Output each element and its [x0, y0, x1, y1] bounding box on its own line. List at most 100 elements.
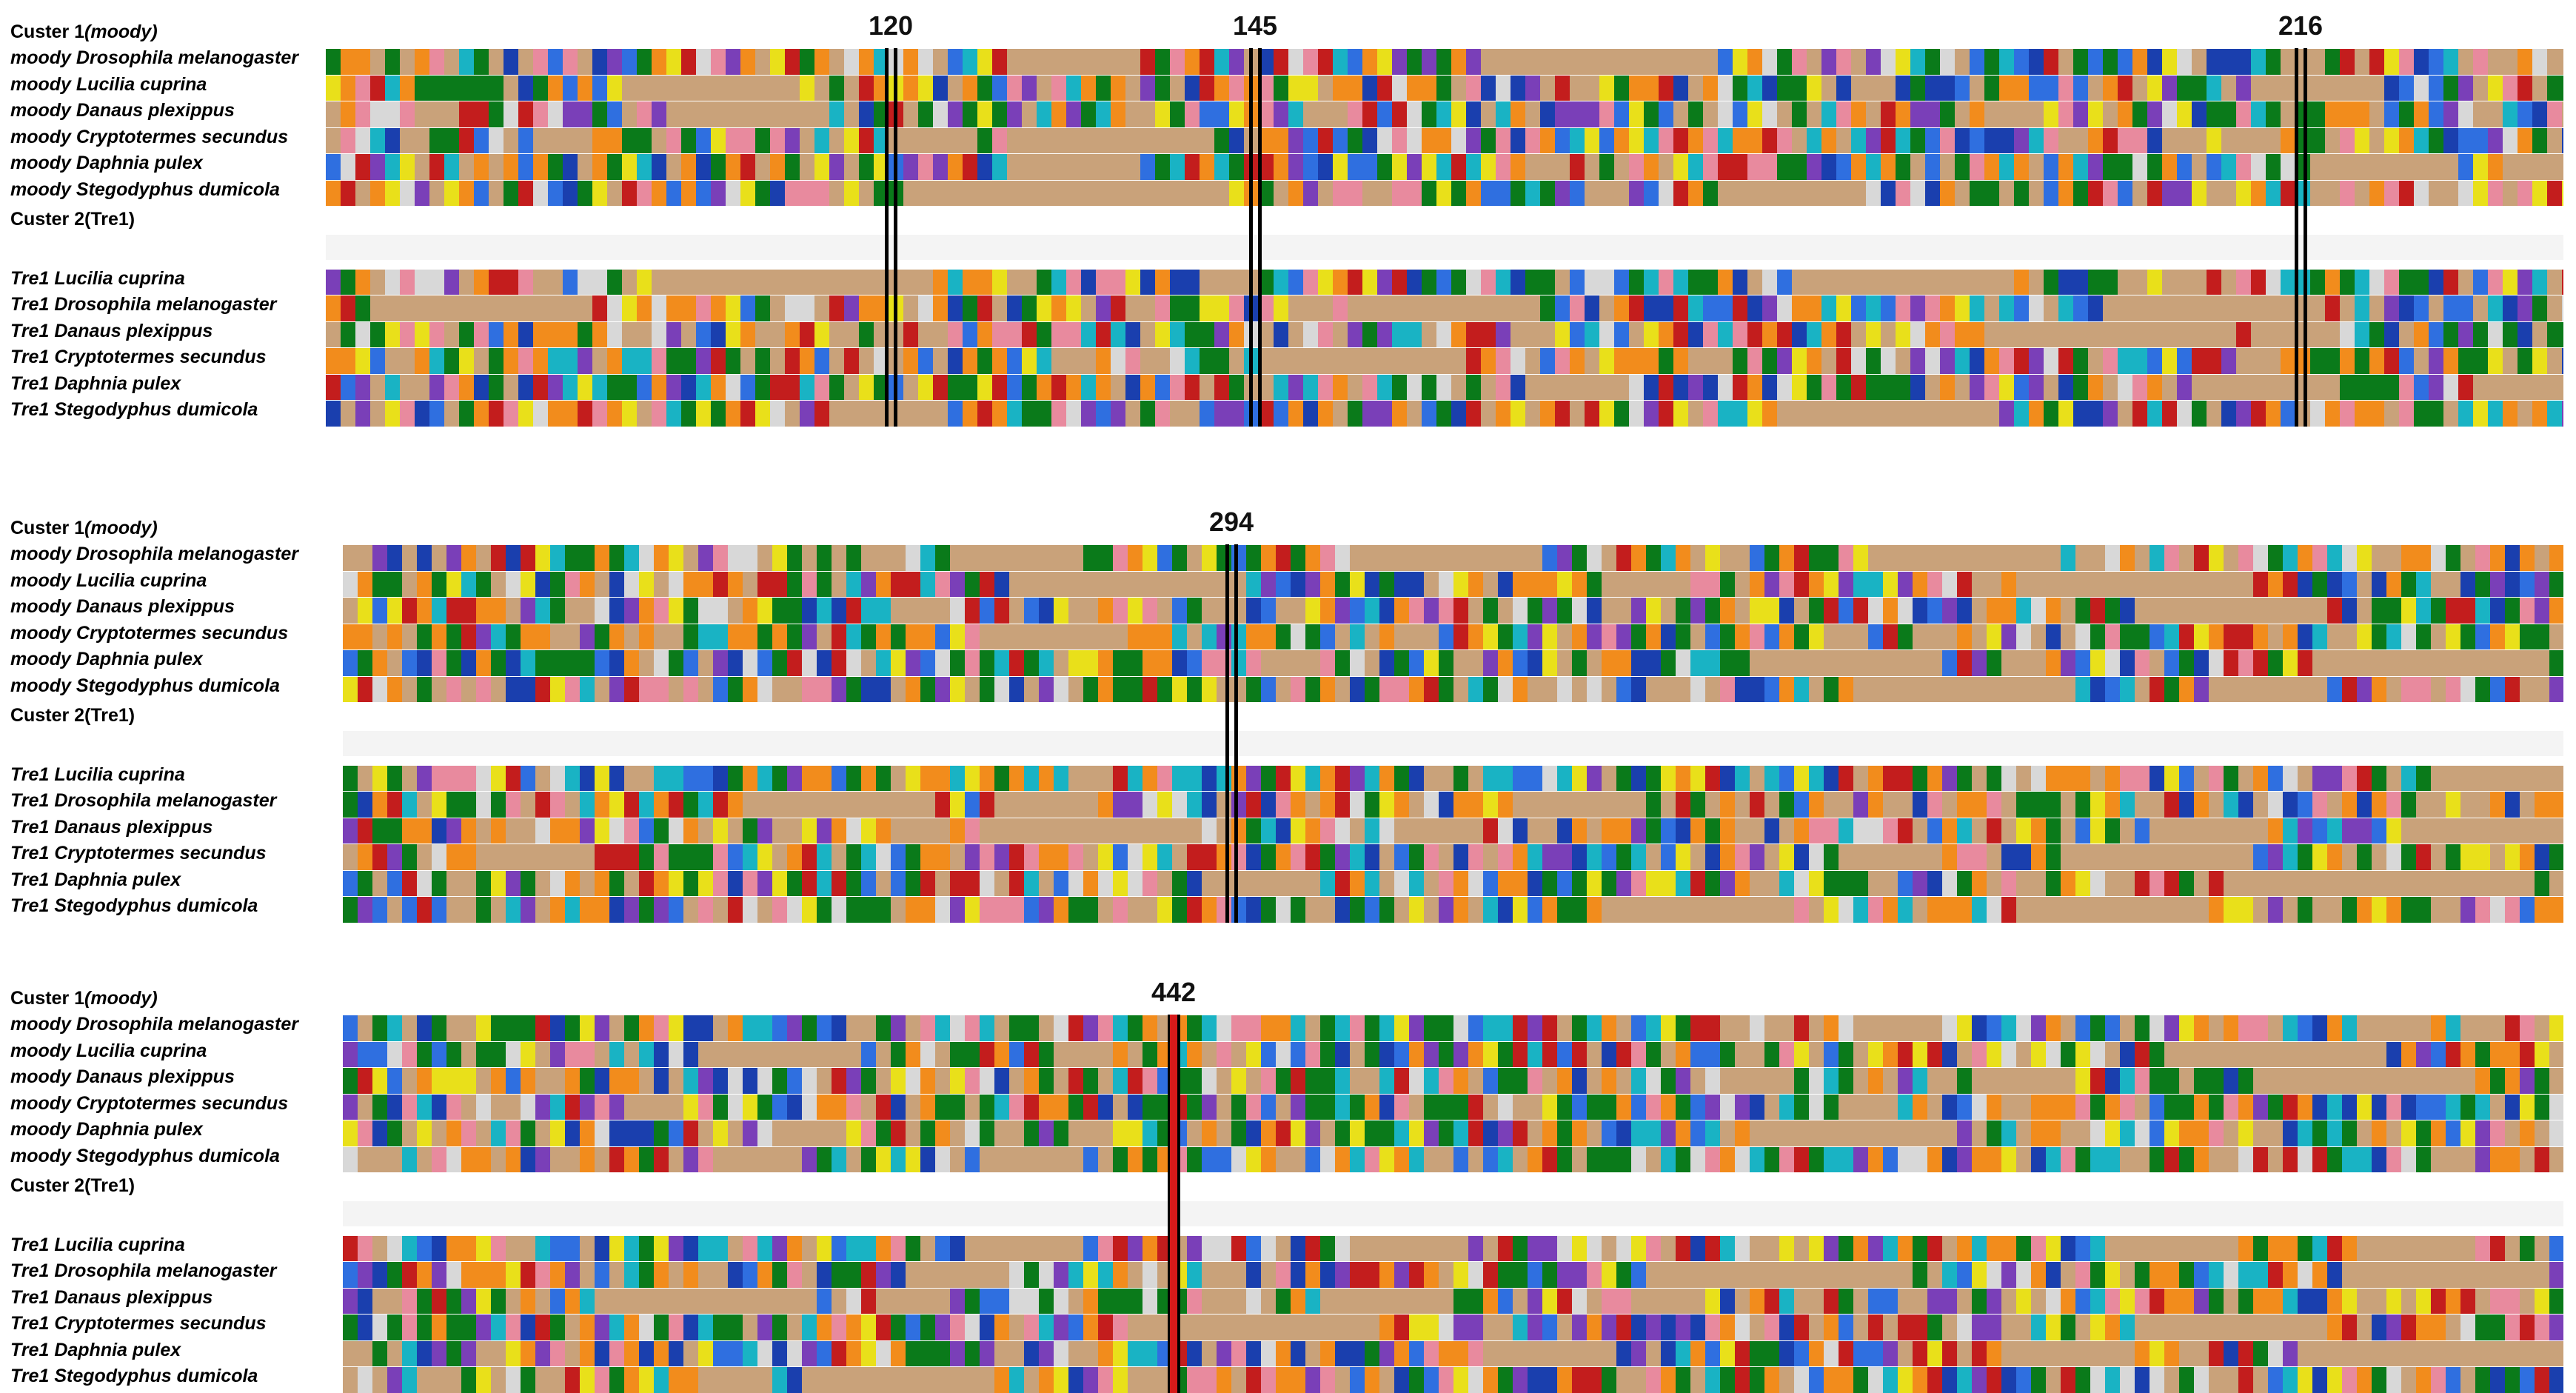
residue-cell	[1511, 269, 1525, 295]
residue-cell	[489, 75, 504, 101]
residue-cell	[1735, 624, 1750, 649]
residue-cell	[415, 401, 429, 427]
residue-cell	[1111, 321, 1125, 347]
residue-cell	[906, 844, 920, 870]
residue-cell	[1111, 269, 1125, 295]
residue-cell	[1379, 897, 1394, 923]
residue-cell	[1957, 1262, 1972, 1288]
residue-cell	[861, 818, 876, 844]
residue-cell	[1794, 1094, 1809, 1120]
residue-cell	[1111, 295, 1125, 321]
residue-cell	[639, 1315, 654, 1340]
residue-cell	[1644, 401, 1659, 427]
residue-cell	[2061, 765, 2075, 791]
residue-cell	[343, 1262, 358, 1288]
residue-cell	[2150, 1015, 2164, 1041]
residue-cell	[1022, 321, 1037, 347]
residue-cell	[432, 571, 446, 597]
residue-cell	[2310, 127, 2325, 153]
residue-cell	[1557, 676, 1572, 702]
residue-cell	[1409, 1120, 1424, 1146]
residue-cell	[1483, 598, 1498, 624]
residue-cell	[950, 1235, 965, 1261]
residue-cell	[1468, 1120, 1483, 1146]
residue-cell	[1365, 818, 1379, 844]
residue-cell	[1898, 1041, 1913, 1067]
residue-cell	[1246, 1367, 1261, 1393]
residue-cell	[1913, 870, 1927, 896]
residue-cell	[2031, 1015, 2046, 1041]
residue-cell	[2549, 792, 2563, 818]
residue-cell	[1972, 650, 1987, 676]
residue-cell	[802, 1340, 817, 1366]
residue-cell	[550, 598, 565, 624]
residue-cell	[565, 1367, 580, 1393]
residue-cell	[1898, 624, 1913, 649]
gene-name: moody	[10, 596, 71, 617]
residue-cell	[948, 374, 963, 400]
residue-cell	[2120, 676, 2135, 702]
residue-cell	[624, 1367, 639, 1393]
residue-cell	[2458, 295, 2473, 321]
residue-cell	[1140, 49, 1155, 75]
residue-cell	[1496, 348, 1511, 374]
residue-cell	[1128, 1340, 1143, 1366]
residue-cell	[2031, 598, 2046, 624]
residue-cell	[980, 1120, 994, 1146]
residue-cell	[1718, 127, 1733, 153]
residue-cell	[1424, 1068, 1439, 1094]
residue-cell	[920, 897, 935, 923]
residue-cell	[1202, 1094, 1217, 1120]
residue-cell	[1942, 870, 1957, 896]
residue-cell	[1348, 321, 1362, 347]
residue-cell	[728, 870, 743, 896]
residue-cell	[1451, 401, 1466, 427]
residue-cell	[595, 1315, 609, 1340]
residue-cell	[2207, 154, 2221, 180]
residue-cell	[844, 49, 859, 75]
residue-cell	[461, 1120, 476, 1146]
residue-cell	[785, 127, 800, 153]
residue-cell	[548, 154, 563, 180]
residue-cell	[2088, 269, 2103, 295]
residue-cell	[1631, 1041, 1646, 1067]
residue-cell	[1747, 127, 1762, 153]
residue-cell	[876, 897, 891, 923]
residue-cell	[1365, 598, 1379, 624]
residue-cell	[2386, 1315, 2401, 1340]
residue-cell	[607, 101, 622, 127]
residue-cell	[1555, 321, 1570, 347]
residue-cell	[639, 792, 654, 818]
residue-cell	[2490, 1068, 2505, 1094]
residue-cell	[1155, 401, 1170, 427]
residue-cell	[846, 870, 861, 896]
residue-cell	[476, 1041, 491, 1067]
residue-cell	[1143, 676, 1157, 702]
residue-cell	[1246, 1094, 1261, 1120]
residue-cell	[1705, 1094, 1720, 1120]
residue-cell	[1940, 75, 1955, 101]
residue-cell	[1718, 75, 1733, 101]
residue-cell	[2399, 49, 2414, 75]
residue-cell	[1572, 1094, 1587, 1120]
residue-cell	[950, 1041, 965, 1067]
residue-cell	[637, 127, 652, 153]
residue-cell	[1542, 571, 1557, 597]
residue-cell	[1157, 545, 1172, 571]
residue-cell	[1616, 1146, 1631, 1172]
residue-cell	[2150, 1146, 2164, 1172]
residue-cell	[1764, 1041, 1779, 1067]
residue-cell	[2532, 101, 2547, 127]
residue-cell	[1066, 401, 1081, 427]
residue-cell	[1143, 765, 1157, 791]
residue-cell	[1762, 321, 1777, 347]
gene-name: moody	[10, 649, 71, 669]
residue-cell	[1764, 1146, 1779, 1172]
gene-name: Tre1	[10, 1339, 50, 1360]
residue-cell	[1999, 295, 2014, 321]
residue-cell	[607, 49, 622, 75]
residue-cell	[1585, 269, 1599, 295]
residue-cell	[2505, 1367, 2520, 1393]
residue-cell	[1631, 545, 1646, 571]
residue-cell	[1231, 1094, 1246, 1120]
